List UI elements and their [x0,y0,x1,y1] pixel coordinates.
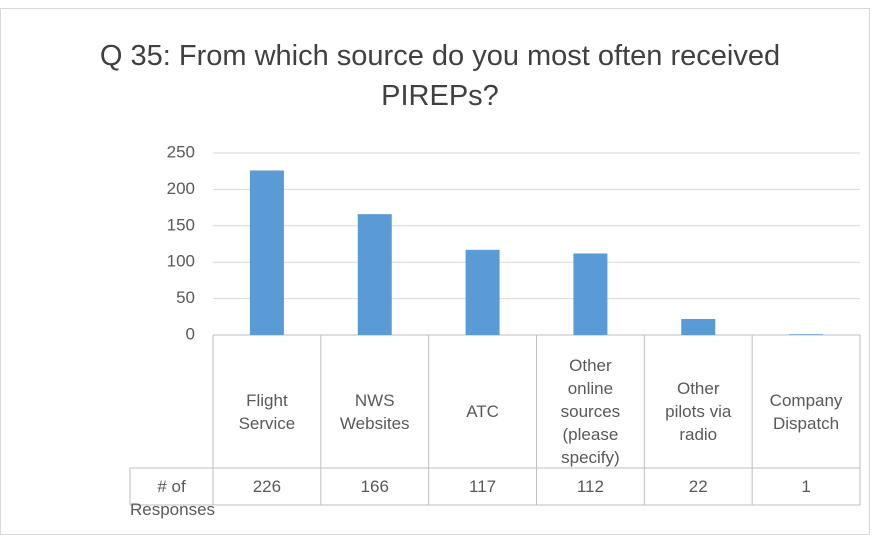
y-tick-label: 50 [176,288,195,307]
bar [573,253,608,335]
x-tick-label: NWS Websites [321,347,429,476]
y-tick-label: 200 [167,179,195,198]
bar [789,334,824,335]
category-text: Other pilots via radio [665,379,732,444]
table-value: 112 [576,477,604,496]
category-text: Flight Service [238,390,296,433]
bar [249,170,284,335]
chart-title: Q 35: From which source do you most ofte… [99,40,781,112]
x-tick-label: ATC [429,347,537,476]
category-text: Other online sources (please specify) [560,356,621,467]
table-value: 1 [801,477,811,496]
x-tick-label: Flight Service [213,347,321,476]
bar [681,318,716,335]
y-tick-label: 0 [186,324,195,343]
x-tick-label: Other online sources (please specify) [537,347,645,476]
table-value: 226 [252,477,282,496]
bar [465,249,500,335]
y-tick-label: 150 [167,215,195,234]
y-tick-label: 100 [167,252,195,271]
category-text: NWS Websites [339,390,410,433]
table-value: 117 [469,477,497,496]
bar [357,214,392,335]
legend-key-label: # of Responses [130,477,216,519]
y-tick-label: 250 [167,142,195,161]
x-tick-label: Other pilots via radio [644,347,752,476]
table-value: 166 [360,477,389,496]
table-value: 22 [688,477,708,496]
category-text: ATC [466,402,499,421]
x-tick-label: Company Dispatch [752,347,860,476]
category-text: Company Dispatch [769,390,843,433]
